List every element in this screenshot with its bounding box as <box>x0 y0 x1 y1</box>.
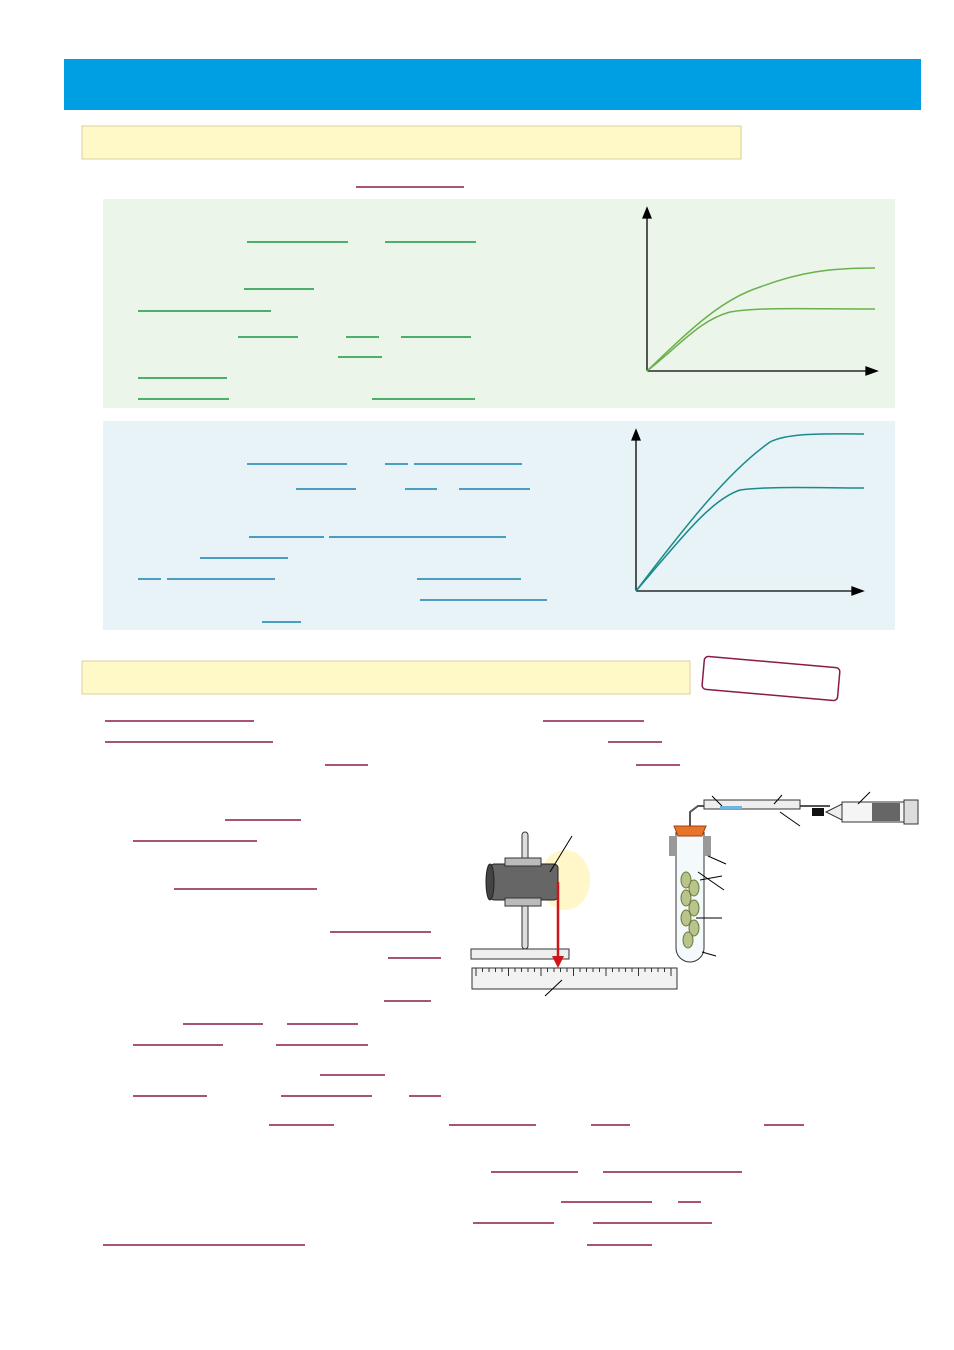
connector <box>812 808 824 816</box>
bubble <box>720 806 742 809</box>
stand-base <box>470 948 570 960</box>
lamp-apparatus <box>470 831 678 997</box>
arrow-heads <box>642 206 879 376</box>
lamp <box>489 863 559 901</box>
stopper <box>673 825 707 837</box>
graph <box>631 428 865 596</box>
green-panel <box>103 199 895 408</box>
curve <box>646 307 876 372</box>
leader-lines <box>696 791 871 957</box>
clamp <box>669 836 677 856</box>
arrow-head <box>552 956 564 968</box>
curve <box>635 433 865 592</box>
curve <box>646 267 876 372</box>
leader-line <box>549 835 573 873</box>
lamp-end <box>485 863 495 901</box>
curve <box>635 486 865 592</box>
clamp <box>703 836 711 856</box>
ruler-ticks <box>475 968 672 976</box>
clamp <box>504 857 542 867</box>
pondweed <box>680 871 700 949</box>
graph <box>642 206 879 376</box>
stamp-box <box>701 655 841 702</box>
answer-lines <box>103 186 804 1246</box>
tube-apparatus <box>669 791 919 963</box>
section-box <box>81 660 691 695</box>
header-bar <box>64 59 921 110</box>
arrow-heads <box>631 428 865 596</box>
leader-line <box>544 979 563 997</box>
plunger <box>872 803 900 821</box>
scale <box>703 799 801 810</box>
plunger-end <box>903 799 919 825</box>
clamp <box>504 897 542 907</box>
blue-panel <box>103 421 895 630</box>
ruler <box>471 967 678 990</box>
section-box <box>81 125 742 160</box>
